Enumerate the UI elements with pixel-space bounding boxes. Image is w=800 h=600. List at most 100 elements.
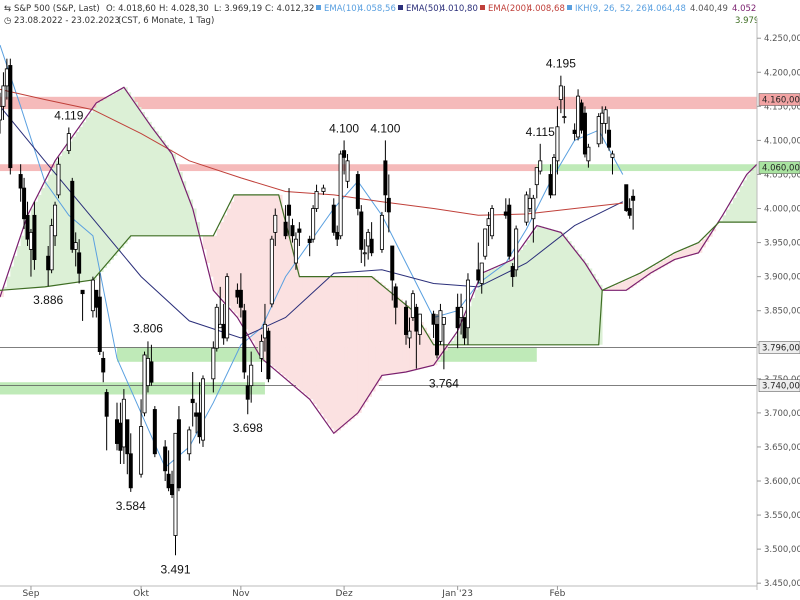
cloud-segment <box>640 273 644 281</box>
ikh-value-1: 4.064,48 <box>648 4 686 14</box>
candle-body <box>125 419 130 455</box>
resistance-4060-zone <box>0 164 537 172</box>
price-annotation: 4.100 <box>370 121 400 135</box>
candle-body <box>97 296 102 352</box>
cloud-segment <box>209 235 214 277</box>
cloud-segment <box>371 276 376 392</box>
cloud-segment <box>471 298 476 345</box>
candle-body <box>438 310 443 342</box>
ikh-value-2: 4.040,49 <box>690 4 728 14</box>
cloud-segment <box>712 228 717 232</box>
cloud-segment <box>529 235 534 345</box>
cloud-segment <box>688 246 693 256</box>
level-3796-box <box>758 341 800 354</box>
x-tick-label: Okt <box>133 589 149 599</box>
candle-body <box>176 419 181 489</box>
level-3796-label: 3.796,00 <box>762 343 800 353</box>
candle-body <box>25 214 30 240</box>
cloud-segment <box>450 340 455 345</box>
cloud-segment <box>289 235 293 382</box>
cloud-segment <box>615 284 620 291</box>
y-tick-label: 3.900,00 <box>764 273 800 283</box>
candle-body <box>490 208 495 237</box>
cloud-segment <box>89 112 94 281</box>
cloud-segment <box>399 299 403 373</box>
candle-body <box>235 289 240 298</box>
cloud-segment <box>316 276 321 409</box>
cloud-segment <box>567 241 572 345</box>
cloud-segment <box>392 293 397 374</box>
cloud-segment <box>175 163 180 236</box>
candle-body <box>118 422 123 451</box>
cloud-segment <box>141 111 145 236</box>
candle-body <box>238 289 243 308</box>
cloud-segment <box>426 333 431 367</box>
candle-body <box>562 116 567 118</box>
x-tick-label: Jan '23 <box>441 589 473 599</box>
cloud-segment <box>395 296 400 374</box>
ikh-label: IKH(9, 26, 52, 26) <box>575 4 650 14</box>
cloud-segment <box>151 126 156 236</box>
candle-body <box>221 323 226 339</box>
candle-body <box>414 306 419 332</box>
candle-body <box>390 245 395 281</box>
ema10-label: EMA(10) <box>324 4 360 14</box>
cloud-segment <box>722 215 727 223</box>
candle-body <box>527 197 532 209</box>
cloud-segment <box>65 146 70 284</box>
level-4060-box <box>758 161 800 174</box>
cloud-segment <box>509 261 514 345</box>
candle-body <box>142 354 147 414</box>
cloud-segment <box>502 264 507 345</box>
cloud-segment <box>650 267 655 274</box>
candle-body <box>503 211 508 216</box>
cloud-segment <box>636 274 641 283</box>
candle-body <box>476 269 481 281</box>
cloud-segment <box>258 194 262 353</box>
cloud-segment <box>20 235 25 289</box>
y-tick-label: 4.250,00 <box>764 34 800 44</box>
candle-body <box>586 146 591 162</box>
cloud-segment <box>306 276 311 397</box>
candle-body <box>8 65 13 169</box>
cloud-segment <box>223 215 228 302</box>
cloud-segment <box>660 260 665 268</box>
candle-body <box>225 276 230 339</box>
price-annotation: 4.195 <box>546 57 576 71</box>
candle-body <box>462 317 467 339</box>
candle-body <box>149 361 154 383</box>
candle-body <box>80 289 85 295</box>
cloud-segment <box>347 276 352 422</box>
cloud-segment <box>536 225 541 345</box>
cloud-segment <box>670 254 675 262</box>
cloud-segment <box>192 208 197 236</box>
candle-body <box>101 357 106 373</box>
ema10-swatch <box>316 5 321 10</box>
candle-body <box>551 157 556 196</box>
candle-body <box>455 306 460 329</box>
low-value: L: 3.969,19 <box>214 4 262 14</box>
cloud-segment <box>595 279 600 345</box>
cloud-segment <box>227 208 231 306</box>
cloud-segment <box>261 194 266 359</box>
y-tick-label: 3.500,00 <box>764 545 800 555</box>
candle-body <box>259 340 264 359</box>
cloud-segment <box>244 194 249 330</box>
x-tick-label: Dez <box>335 589 352 599</box>
cloud-segment <box>299 276 304 391</box>
candle-body <box>431 313 436 325</box>
candle-body <box>307 238 312 243</box>
candle-body <box>311 208 316 240</box>
cloud-segment <box>440 344 445 356</box>
ikh-span-b-line <box>0 194 757 346</box>
cloud-segment <box>6 276 11 290</box>
cloud-segment <box>357 276 362 413</box>
candle-body <box>572 129 577 134</box>
cloud-segment <box>130 97 135 236</box>
cloud-segment <box>409 307 414 372</box>
candle-body <box>163 446 168 472</box>
level-4160-box <box>758 93 800 106</box>
candle-body <box>56 163 61 196</box>
cloud-segment <box>309 276 314 400</box>
